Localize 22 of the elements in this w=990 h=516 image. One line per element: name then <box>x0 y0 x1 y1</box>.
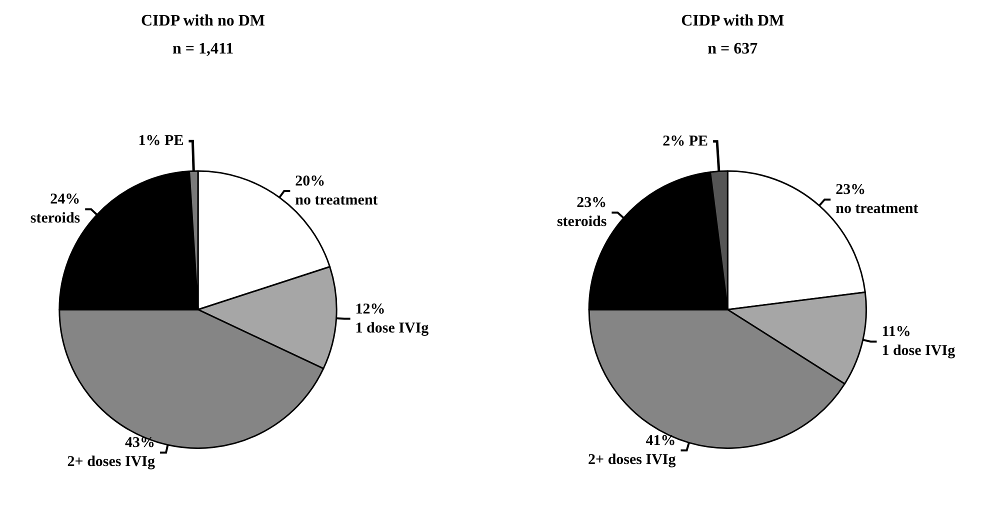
slice-label: 2+ doses IVIg <box>67 454 156 470</box>
slice-label: no treatment <box>836 201 918 218</box>
chart-title: CIDP with DM <box>681 12 784 30</box>
data-label: 23% <box>576 195 607 212</box>
chart-title: CIDP with no DM <box>140 12 266 30</box>
data-label: 43% <box>125 435 156 452</box>
slice-label: 1 dose IVIg <box>355 320 430 336</box>
slice-label: 2% PE <box>662 133 708 150</box>
slice-label: 1 dose IVIg <box>882 343 956 360</box>
data-label: 12% <box>355 301 386 318</box>
slice-label: no treatment <box>295 192 378 208</box>
data-label: 23% <box>836 182 866 198</box>
chart-subtitle: n = 1,411 <box>172 40 234 58</box>
slice-label: 2+ doses IVIg <box>588 452 676 468</box>
slice-label: steroids <box>556 214 607 230</box>
slice-label: steroids <box>30 210 80 227</box>
data-label: 24% <box>50 192 80 208</box>
data-label: 20% <box>295 174 326 190</box>
chart-subtitle: n = 637 <box>708 40 758 58</box>
data-label: 11% <box>882 324 911 340</box>
slice-label: 1% PE <box>138 133 184 150</box>
data-label: 41% <box>646 432 676 449</box>
